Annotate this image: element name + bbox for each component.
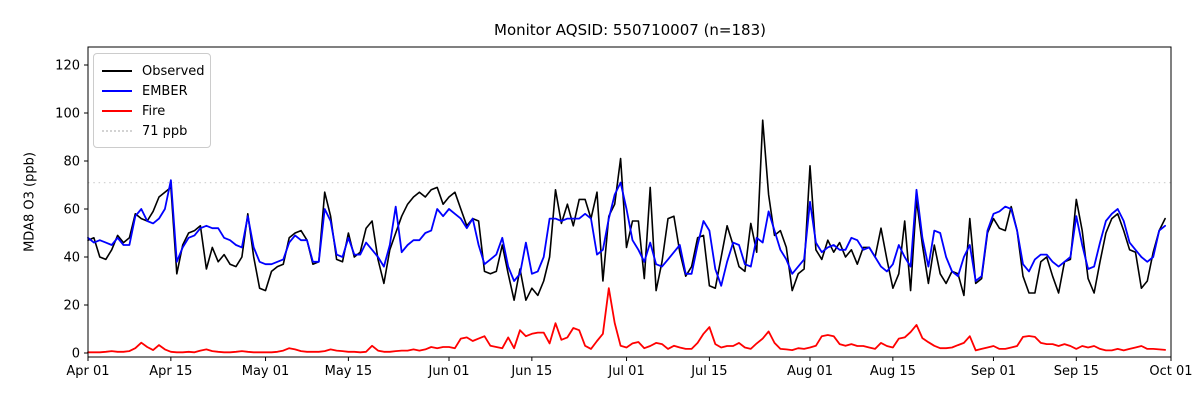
legend: Observed EMBER Fire 71 ppb: [93, 53, 211, 148]
svg-text:Oct 01: Oct 01: [1149, 364, 1192, 379]
legend-label-ember: EMBER: [142, 83, 188, 99]
svg-text:40: 40: [63, 250, 80, 265]
legend-label-observed: Observed: [142, 63, 205, 79]
legend-label-fire: Fire: [142, 103, 166, 119]
threshold-line-swatch: [102, 130, 132, 132]
svg-text:Jun 01: Jun 01: [428, 364, 470, 379]
svg-text:Aug 01: Aug 01: [787, 364, 833, 379]
svg-text:Apr 01: Apr 01: [66, 364, 109, 379]
svg-text:Jun 15: Jun 15: [510, 364, 552, 379]
y-axis-label: MDA8 O3 (ppb): [22, 152, 38, 252]
svg-text:0: 0: [72, 346, 80, 361]
legend-item-ember: EMBER: [102, 81, 200, 101]
fire-line-swatch: [102, 110, 132, 112]
svg-text:May 15: May 15: [325, 364, 373, 379]
svg-text:20: 20: [63, 298, 80, 313]
svg-text:Sep 15: Sep 15: [1054, 364, 1099, 379]
svg-text:100: 100: [55, 106, 80, 121]
svg-text:60: 60: [63, 202, 80, 217]
legend-item-threshold: 71 ppb: [102, 121, 200, 141]
observed-line-swatch: [102, 70, 132, 72]
svg-text:Sep 01: Sep 01: [971, 364, 1016, 379]
svg-text:Jul 01: Jul 01: [607, 364, 644, 379]
legend-label-threshold: 71 ppb: [142, 123, 188, 139]
svg-text:Apr 15: Apr 15: [149, 364, 192, 379]
legend-item-fire: Fire: [102, 101, 200, 121]
legend-item-observed: Observed: [102, 61, 205, 81]
svg-text:120: 120: [55, 58, 80, 73]
chart-title: Monitor AQSID: 550710007 (n=183): [494, 21, 766, 39]
svg-text:Jul 15: Jul 15: [690, 364, 727, 379]
svg-text:80: 80: [63, 154, 80, 169]
svg-text:Aug 15: Aug 15: [870, 364, 916, 379]
ember-line-swatch: [102, 90, 132, 92]
svg-text:May 01: May 01: [242, 364, 290, 379]
